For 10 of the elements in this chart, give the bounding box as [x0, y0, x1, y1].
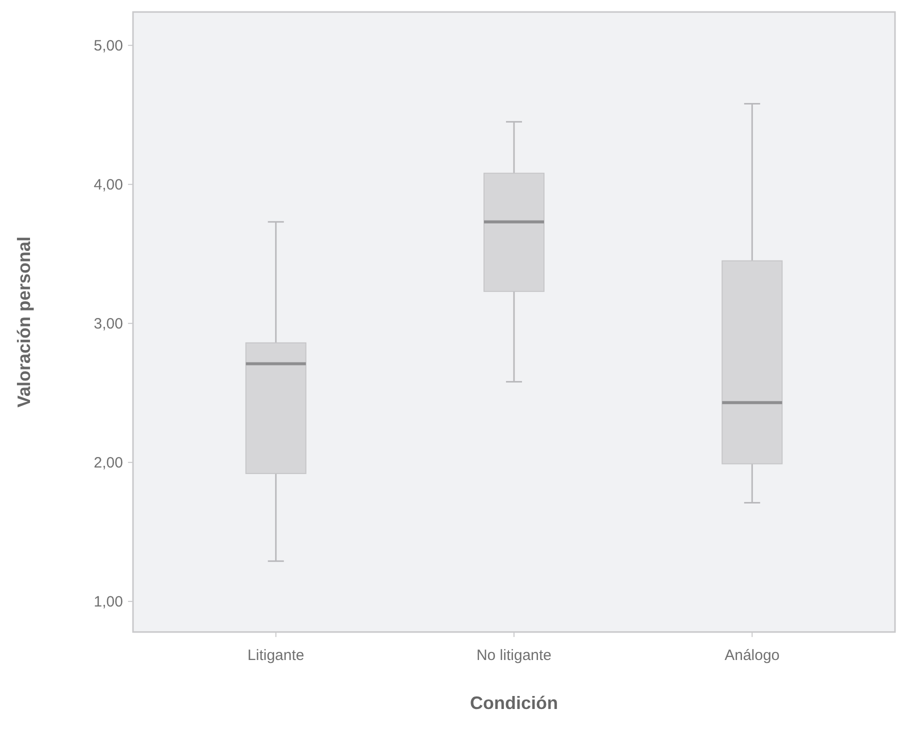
y-tick-label: 1,00 — [94, 594, 123, 611]
y-tick-label: 4,00 — [94, 176, 123, 194]
x-tick-label: Litigante — [248, 647, 304, 664]
x-tick-label: Análogo — [724, 647, 780, 664]
x-axis-title: Condición — [470, 693, 558, 713]
y-tick-label: 2,00 — [94, 454, 123, 472]
y-tick-label: 3,00 — [94, 316, 123, 333]
y-tick-label: 5,00 — [94, 38, 123, 55]
x-tick-label: No litigante — [476, 647, 552, 664]
y-axis-title: Valoración personal — [14, 236, 34, 408]
